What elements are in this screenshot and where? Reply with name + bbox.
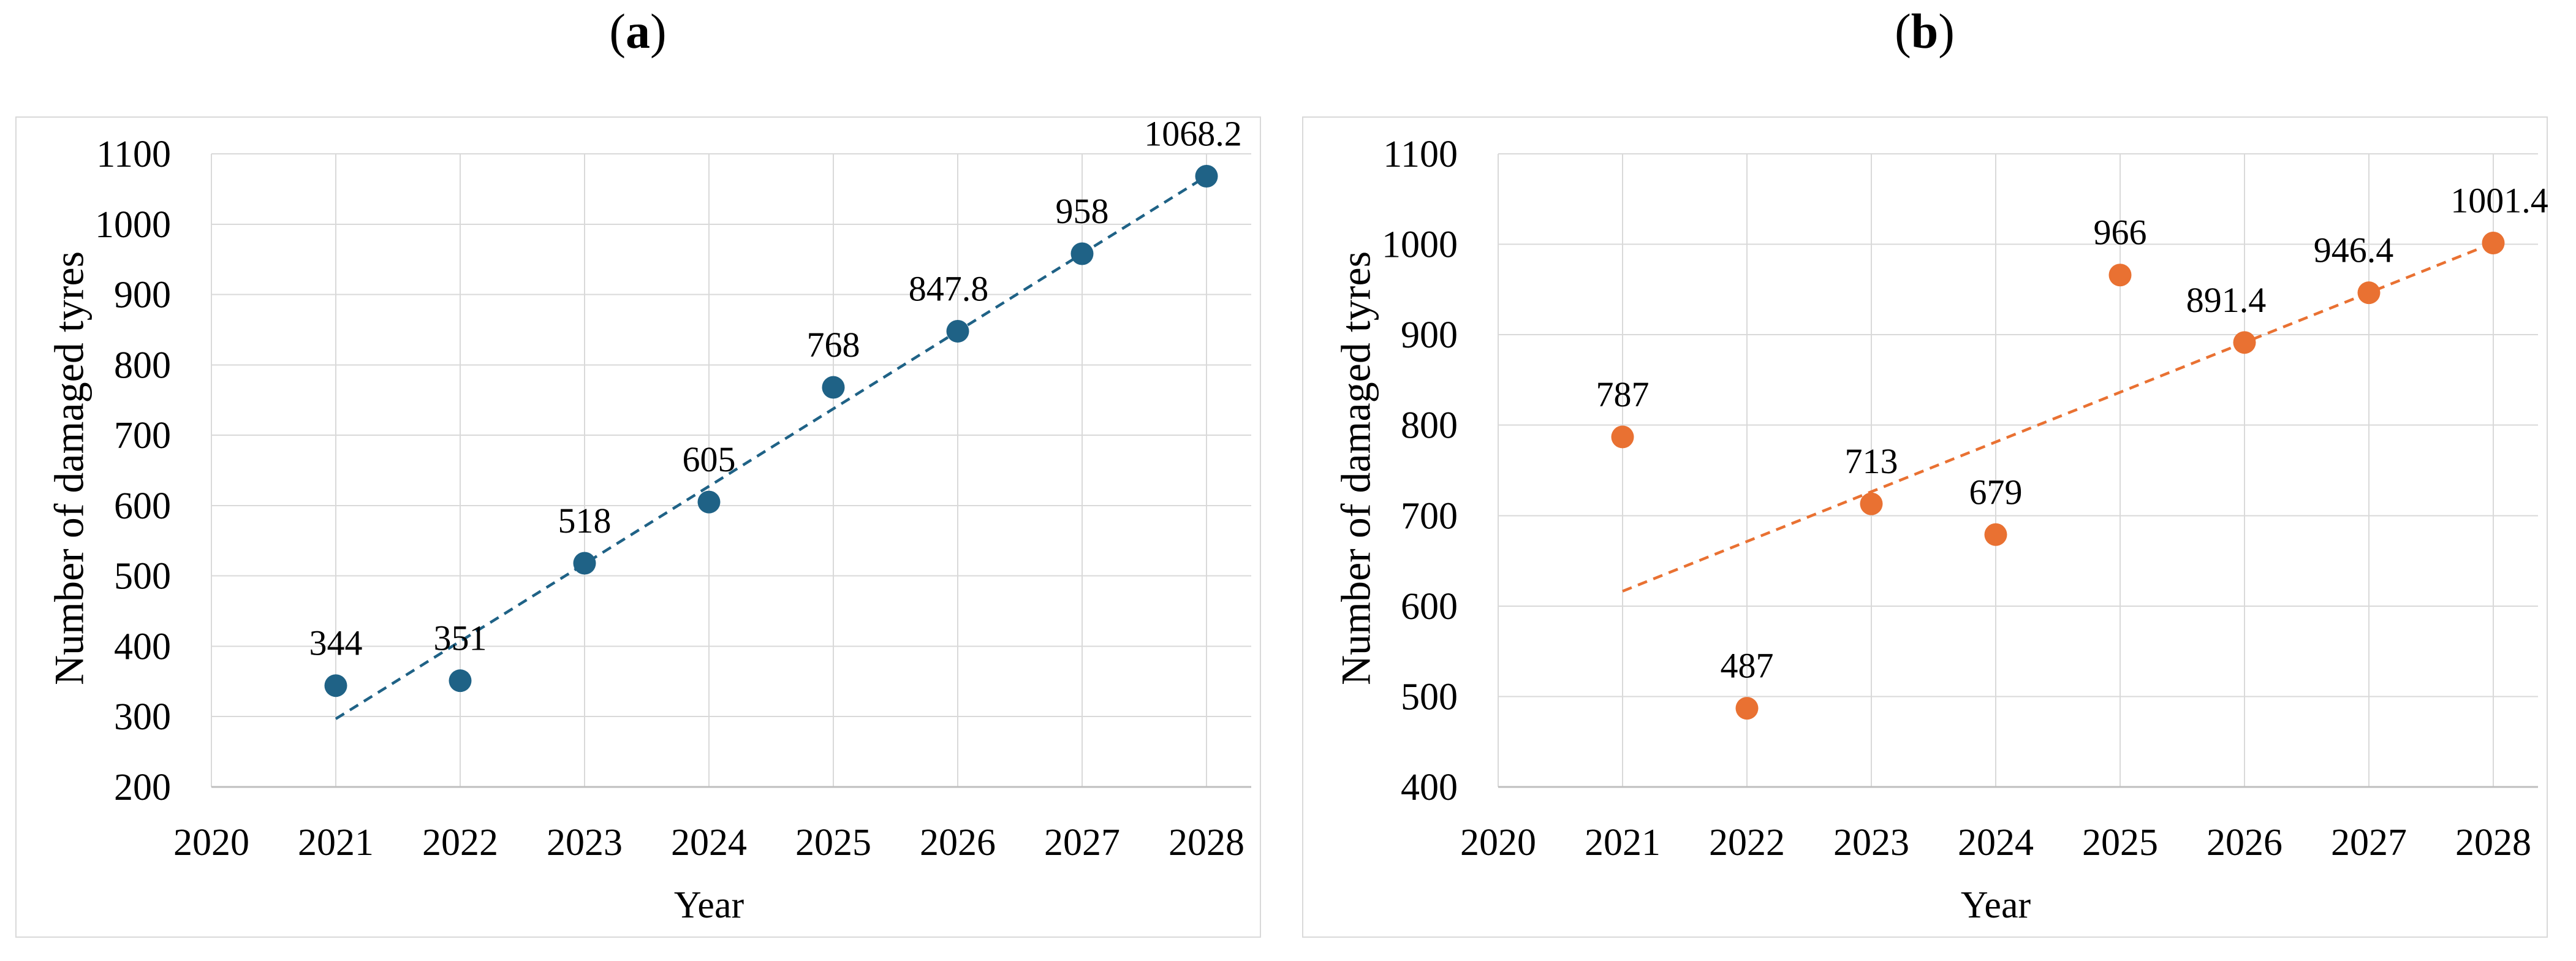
x-tick-label-2023: 2023 xyxy=(547,822,623,864)
x-tick-label-2024: 2024 xyxy=(671,822,747,864)
panel-label-a-close-paren: ) xyxy=(650,5,667,59)
y-tick-label-300: 300 xyxy=(114,696,171,738)
panel-label-b-open-paren: ( xyxy=(1895,5,1911,59)
y-tick-label-800: 800 xyxy=(114,344,171,386)
data-point-label-2023: 518 xyxy=(558,501,612,541)
data-point-label-2022: 351 xyxy=(434,618,487,658)
panel-label-a-open-paren: ( xyxy=(609,5,626,59)
data-point-2023 xyxy=(573,552,596,575)
data-point-2024 xyxy=(1984,523,2007,546)
data-point-2028 xyxy=(2482,232,2505,255)
y-tick-label-1000: 1000 xyxy=(95,204,171,246)
panel-label-a: (a) xyxy=(609,5,666,59)
x-axis-title-b: Year xyxy=(1960,884,2031,926)
data-point-2022 xyxy=(1735,697,1759,720)
y-tick-label-800: 800 xyxy=(1401,405,1458,447)
panel-label-a-letter: a xyxy=(626,5,650,59)
panel-label-b-letter: b xyxy=(1911,5,1939,59)
data-point-label-2028: 1001.4 xyxy=(2450,181,2548,221)
data-point-label-2027: 946.4 xyxy=(2314,230,2394,270)
data-point-label-2028: 1068.2 xyxy=(1144,113,1242,153)
data-point-2028 xyxy=(1195,164,1218,188)
x-tick-label-2025: 2025 xyxy=(2082,822,2158,864)
data-point-2022 xyxy=(449,669,472,693)
x-tick-label-2027: 2027 xyxy=(2331,822,2407,864)
x-tick-label-2020: 2020 xyxy=(1460,822,1536,864)
data-point-2025 xyxy=(2108,264,2132,287)
y-tick-label-500: 500 xyxy=(114,556,171,598)
y-tick-label-600: 600 xyxy=(1401,586,1458,628)
data-point-2023 xyxy=(1860,492,1883,515)
x-tick-label-2028: 2028 xyxy=(1169,822,1244,864)
x-tick-label-2025: 2025 xyxy=(795,822,871,864)
data-point-label-2022: 487 xyxy=(1721,646,1774,686)
x-tick-label-2026: 2026 xyxy=(920,822,996,864)
y-tick-label-400: 400 xyxy=(114,626,171,667)
data-point-label-2026: 891.4 xyxy=(2186,280,2267,320)
x-axis-title-a: Year xyxy=(673,884,744,926)
panel-label-b: (b) xyxy=(1895,5,1955,59)
y-tick-label-700: 700 xyxy=(114,415,171,457)
y-tick-label-900: 900 xyxy=(1401,314,1458,356)
data-point-2021 xyxy=(1611,425,1634,449)
data-point-label-2025: 768 xyxy=(807,325,860,365)
x-tick-label-2026: 2026 xyxy=(2207,822,2282,864)
data-point-2025 xyxy=(822,376,845,399)
data-point-label-2024: 605 xyxy=(683,439,736,479)
trendline xyxy=(1622,241,2494,593)
x-tick-label-2021: 2021 xyxy=(1585,822,1661,864)
chart-a: 1100 1000 900 800 700 600 500 400 300 200 2020 2021… xyxy=(15,113,1261,938)
data-point-label-2021: 344 xyxy=(309,623,363,663)
data-point-2027 xyxy=(2357,281,2381,305)
y-tick-label-200: 200 xyxy=(114,767,171,808)
data-point-2026 xyxy=(2233,331,2256,354)
x-tick-label-2027: 2027 xyxy=(1044,822,1120,864)
x-tick-label-2024: 2024 xyxy=(1958,822,2034,864)
x-tick-label-2022: 2022 xyxy=(422,822,498,864)
y-axis-title-b: Number of damaged tyres xyxy=(1332,251,1379,686)
data-point-2027 xyxy=(1070,242,1094,265)
data-point-label-2021: 787 xyxy=(1596,374,1650,414)
trendline xyxy=(335,175,1208,720)
chart-b: 1100 1000 900 800 700 600 500 400 2020 2021 2022 20… xyxy=(1302,116,2548,938)
data-point-label-2024: 679 xyxy=(1969,472,2023,512)
y-tick-label-400: 400 xyxy=(1401,767,1458,808)
data-point-2021 xyxy=(324,674,347,697)
y-tick-label-500: 500 xyxy=(1401,676,1458,718)
data-point-label-2023: 713 xyxy=(1845,441,1898,481)
x-tick-label-2022: 2022 xyxy=(1709,822,1785,864)
data-point-label-2025: 966 xyxy=(2094,213,2147,253)
panel-label-b-close-paren: ) xyxy=(1938,5,1955,59)
y-tick-label-1000: 1000 xyxy=(1382,224,1458,266)
data-point-2026 xyxy=(946,319,969,343)
data-point-2024 xyxy=(697,490,721,514)
y-tick-label-1100: 1100 xyxy=(96,134,171,175)
y-tick-label-1100: 1100 xyxy=(1383,134,1458,175)
y-axis-title-a: Number of damaged tyres xyxy=(45,251,93,686)
x-tick-label-2028: 2028 xyxy=(2455,822,2531,864)
x-tick-label-2021: 2021 xyxy=(298,822,374,864)
y-tick-label-900: 900 xyxy=(114,275,171,316)
data-point-label-2027: 958 xyxy=(1056,191,1109,231)
data-point-label-2026: 847.8 xyxy=(909,268,989,308)
x-tick-label-2023: 2023 xyxy=(1833,822,1909,864)
y-tick-label-600: 600 xyxy=(114,485,171,527)
x-tick-label-2020: 2020 xyxy=(173,822,249,864)
y-tick-label-700: 700 xyxy=(1401,495,1458,537)
